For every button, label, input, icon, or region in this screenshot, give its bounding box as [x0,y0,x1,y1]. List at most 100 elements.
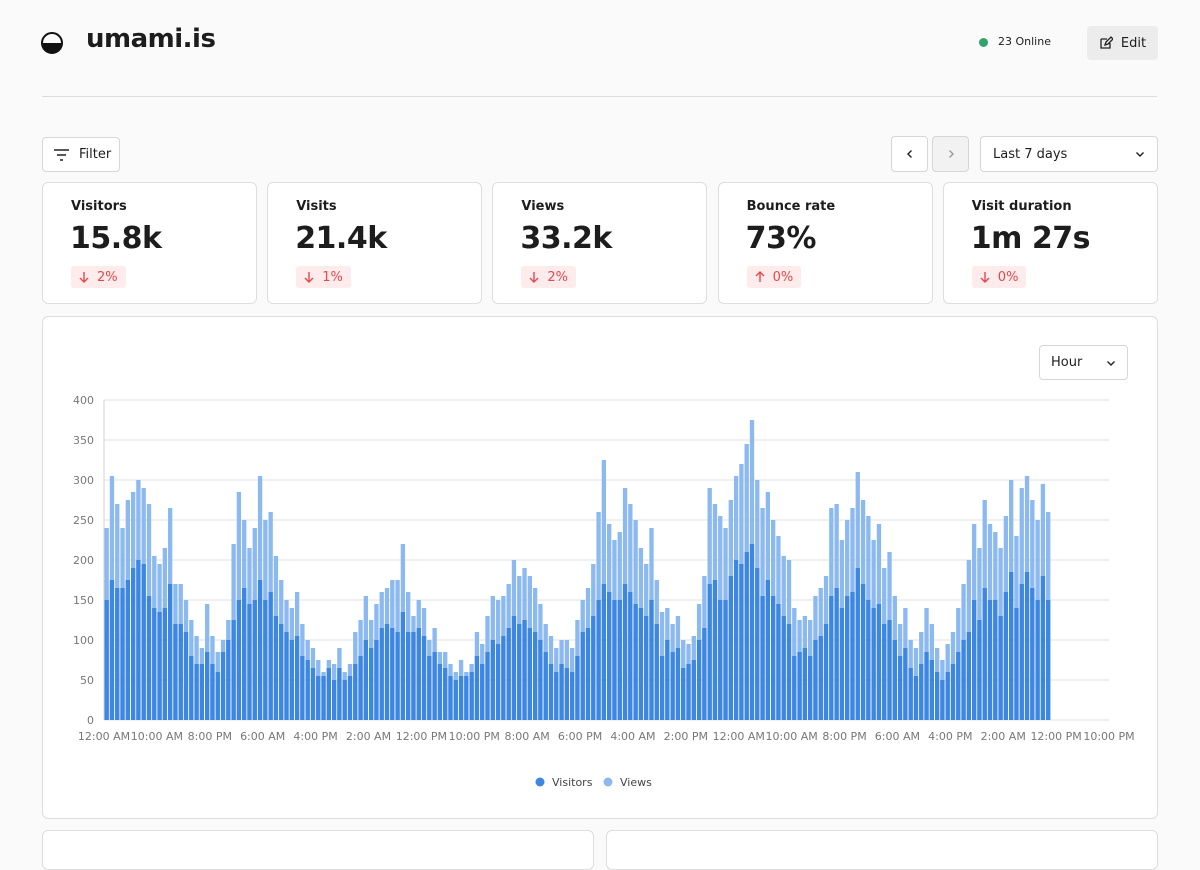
bar [279,624,284,720]
bar [252,600,257,720]
bar [940,680,945,720]
arrow-path [304,272,314,283]
arrow-path [79,272,89,283]
bar [855,568,860,720]
metric-change: 2% [71,266,126,288]
x-tick-label: 6:00 AM [875,730,920,743]
metric-change: 1% [296,266,351,288]
bar [379,628,384,720]
legend-label: Views [620,776,652,789]
metric-label: Visitors [71,199,127,214]
bar [797,652,802,720]
bar [792,656,797,720]
edit-button[interactable]: Edit [1087,26,1158,60]
bar [718,600,723,720]
bar [638,608,644,720]
metric-value: 1m 27s [970,221,1091,256]
bar [210,664,215,720]
bar [347,676,353,720]
bar [945,672,950,720]
bar [1003,592,1009,720]
metric-label: Visit duration [971,199,1072,214]
bar [628,592,633,720]
bar [585,628,591,720]
bar [686,664,691,720]
y-tick-label: 300 [73,474,94,487]
bar [702,628,707,720]
bar [310,668,316,720]
bar [913,676,919,720]
metric-label: Views [521,199,565,214]
bar [633,604,638,720]
metric-change: 0% [971,266,1027,288]
bar [644,616,649,720]
bar [919,664,924,720]
arrow-path [529,272,539,283]
bar [236,600,242,720]
next-icon [948,150,954,158]
bar [395,632,400,720]
filter-button[interactable]: Filter [42,137,120,172]
bar [167,584,173,720]
filter-label: Filter [79,147,112,162]
bar [273,616,279,720]
online-count: 23 Online [998,35,1051,48]
bar [358,656,363,720]
bar [813,640,818,720]
y-tick-label: 250 [73,514,94,527]
bar [554,672,559,720]
bar [501,636,506,720]
legend-label: Visitors [552,776,593,789]
bar [876,604,882,720]
bar [839,608,845,720]
bar [400,612,406,720]
bar [183,632,189,720]
bar [331,680,337,720]
x-tick-label: 4:00 PM [293,730,337,743]
x-tick-label: 12:00 PM [1030,730,1081,743]
change-arrow [980,272,990,283]
bar [226,640,231,720]
bar [696,640,702,720]
x-tick-label: 8:00 PM [188,730,232,743]
bar [363,640,369,720]
arrow-path [980,272,990,283]
next-button[interactable] [932,136,969,172]
prev-button[interactable] [891,136,928,172]
bar [411,632,416,720]
bar [152,608,157,720]
bar [220,652,226,720]
bar [956,652,961,720]
unit-select[interactable]: Hour [1039,345,1128,380]
bar [342,680,347,720]
y-tick-label: 400 [73,394,94,407]
bar [961,640,966,720]
bar [511,616,517,720]
x-tick-label: 4:00 PM [928,730,972,743]
bar [591,616,596,720]
bar [823,624,829,720]
bar [374,640,379,720]
bar [977,620,982,720]
logo-icon [41,32,63,54]
bar [808,656,813,720]
bar [538,640,543,720]
x-tick-label: 2:00 PM [664,730,708,743]
date-range-select[interactable]: Last 7 days [980,136,1158,172]
bar [326,668,331,720]
bar [257,580,263,720]
metric-change: 0% [746,266,802,288]
metric-card: Visits 21.4k 1% [267,182,483,304]
bar [575,656,580,720]
bar [749,544,755,720]
bar [776,604,781,720]
bar [437,664,443,720]
metric-value: 15.8k [70,221,162,256]
metric-value: 73% [745,221,817,256]
y-tick-label: 100 [73,634,94,647]
bar [432,652,437,720]
x-tick-label: 10:00 AM [766,730,818,743]
bar [421,636,427,720]
bar [115,588,120,720]
bar [242,588,247,720]
